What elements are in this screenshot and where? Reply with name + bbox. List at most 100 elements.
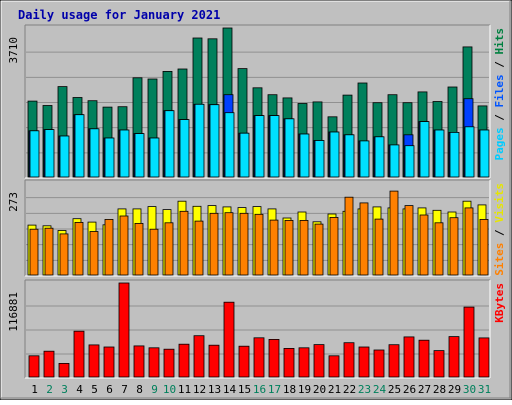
day-label: 14 [223, 383, 237, 396]
bar-kbytes [328, 355, 340, 378]
day-label: 1 [31, 383, 38, 396]
bar-sites [224, 212, 234, 276]
bar-sites [299, 219, 309, 276]
bar-pages [104, 137, 115, 178]
bar-pages [89, 128, 100, 178]
day-label: 23 [358, 383, 371, 396]
bar-pages [134, 133, 145, 178]
y-max-label: 116881 [7, 292, 20, 332]
bar-kbytes [103, 346, 115, 378]
bar-kbytes [163, 348, 175, 378]
bar-kbytes [283, 347, 295, 378]
day-label: 7 [121, 383, 128, 396]
day-label: 5 [91, 383, 98, 396]
day-label: 20 [313, 383, 326, 396]
series-sites [29, 190, 489, 276]
day-label: 31 [478, 383, 491, 396]
bar-pages [224, 112, 235, 178]
bar-sites [359, 202, 369, 276]
bar-pages [269, 115, 280, 178]
bar-pages [479, 129, 490, 178]
bar-sites [104, 218, 114, 276]
bar-kbytes [28, 355, 40, 378]
bar-kbytes [478, 337, 490, 378]
axis-legend: Sites / Visits [493, 183, 506, 276]
axis-legend: KBytes [493, 283, 506, 323]
day-label: 4 [76, 383, 83, 396]
axis-legend-part: Files [493, 74, 506, 107]
bar-sites [284, 219, 294, 276]
day-label: 28 [433, 383, 446, 396]
bar-pages [59, 135, 70, 178]
axis-legend-part: / [493, 55, 506, 75]
bar-pages [419, 121, 430, 178]
axis-legend-part: Pages [493, 127, 506, 160]
bar-sites [89, 231, 99, 276]
day-label: 17 [268, 383, 281, 396]
day-label: 2 [46, 383, 53, 396]
bar-kbytes [133, 345, 145, 378]
bar-pages [149, 137, 160, 178]
bar-sites [29, 228, 39, 276]
day-label: 30 [463, 383, 476, 396]
bar-sites [314, 223, 324, 276]
bar-kbytes [418, 339, 430, 378]
bar-sites [464, 207, 474, 276]
bar-sites [74, 221, 84, 276]
day-label: 9 [151, 383, 158, 396]
day-label: 26 [403, 383, 416, 396]
bar-kbytes [253, 337, 265, 378]
bar-pages [284, 118, 295, 178]
bar-sites [374, 218, 384, 276]
day-label: 8 [136, 383, 143, 396]
bar-kbytes [88, 344, 100, 378]
y-max-label: 3710 [7, 37, 20, 64]
bar-sites [434, 222, 444, 276]
bar-kbytes [223, 301, 235, 378]
bar-kbytes [238, 345, 250, 378]
bar-sites [254, 213, 264, 276]
bar-kbytes [403, 336, 415, 378]
chart-panels: 3710 Pages / Files / Hits 273 Sites / Visit… [7, 24, 506, 379]
bar-sites [329, 216, 339, 276]
bar-pages [299, 133, 310, 178]
axis-legend-part: Hits [493, 28, 506, 55]
axis-legend-part: / [493, 223, 506, 243]
day-label: 12 [193, 383, 206, 396]
bar-sites [194, 220, 204, 276]
bar-sites [344, 196, 354, 276]
bar-pages [119, 129, 130, 178]
axis-legend: Pages / Files / Hits [493, 28, 506, 161]
bar-sites [44, 227, 54, 276]
bar-kbytes [193, 335, 205, 378]
bar-kbytes [178, 343, 190, 378]
y-max-label: 273 [7, 192, 20, 212]
bar-kbytes [358, 346, 370, 378]
bar-pages [239, 132, 250, 178]
bar-kbytes [73, 330, 85, 378]
panel-hits_files_pages: 3710 Pages / Files / Hits [7, 24, 506, 179]
bar-pages [44, 129, 55, 178]
bar-pages [389, 144, 400, 178]
bar-sites [419, 214, 429, 276]
bar-kbytes [298, 347, 310, 378]
bar-kbytes [463, 306, 475, 378]
bar-sites [239, 212, 249, 276]
bar-kbytes [448, 336, 460, 378]
bar-pages [374, 136, 385, 178]
bar-pages [254, 115, 265, 178]
bar-pages [449, 131, 460, 178]
day-label: 29 [448, 383, 461, 396]
day-label: 11 [178, 383, 191, 396]
bar-sites [449, 217, 459, 276]
bar-sites [269, 219, 279, 276]
bar-pages [434, 129, 445, 178]
chart-title: Daily usage for January 2021 [18, 8, 220, 22]
day-label: 18 [283, 383, 296, 396]
day-label: 19 [298, 383, 311, 396]
bar-pages [29, 130, 40, 178]
bar-kbytes [118, 282, 130, 378]
day-label: 13 [208, 383, 221, 396]
bar-sites [134, 222, 144, 276]
